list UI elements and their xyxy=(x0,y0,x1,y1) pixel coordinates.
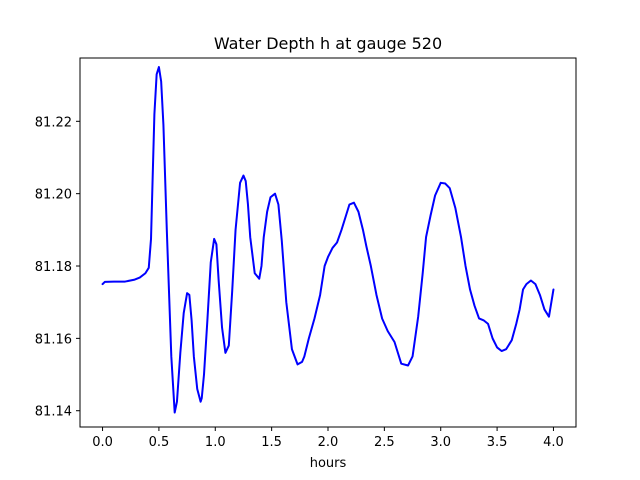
x-axis: 0.0 0.5 1.0 1.5 2.0 2.5 3.0 3.5 4.0 xyxy=(92,427,564,450)
x-tick-label: 1.0 xyxy=(205,435,226,450)
y-tick-label: 81.18 xyxy=(35,260,72,275)
x-tick-label: 3.0 xyxy=(430,435,451,450)
x-axis-label: hours xyxy=(310,456,347,471)
x-tick-label: 4.0 xyxy=(543,435,564,450)
x-tick-label: 2.0 xyxy=(318,435,339,450)
x-tick-label: 0.5 xyxy=(149,435,170,450)
y-tick-label: 81.14 xyxy=(35,405,72,420)
x-tick-label: 1.5 xyxy=(261,435,282,450)
y-tick-label: 81.16 xyxy=(35,332,72,347)
chart-title: Water Depth h at gauge 520 xyxy=(214,34,442,53)
series-group xyxy=(101,66,555,414)
x-tick-label: 3.5 xyxy=(487,435,508,450)
series-line-0 xyxy=(101,66,555,414)
x-tick-label: 2.5 xyxy=(374,435,395,450)
y-tick-label: 81.22 xyxy=(35,115,72,130)
y-axis: 81.14 81.16 81.18 81.20 81.22 xyxy=(35,115,80,420)
x-tick-label: 0.0 xyxy=(92,435,113,450)
y-tick-label: 81.20 xyxy=(35,188,72,203)
